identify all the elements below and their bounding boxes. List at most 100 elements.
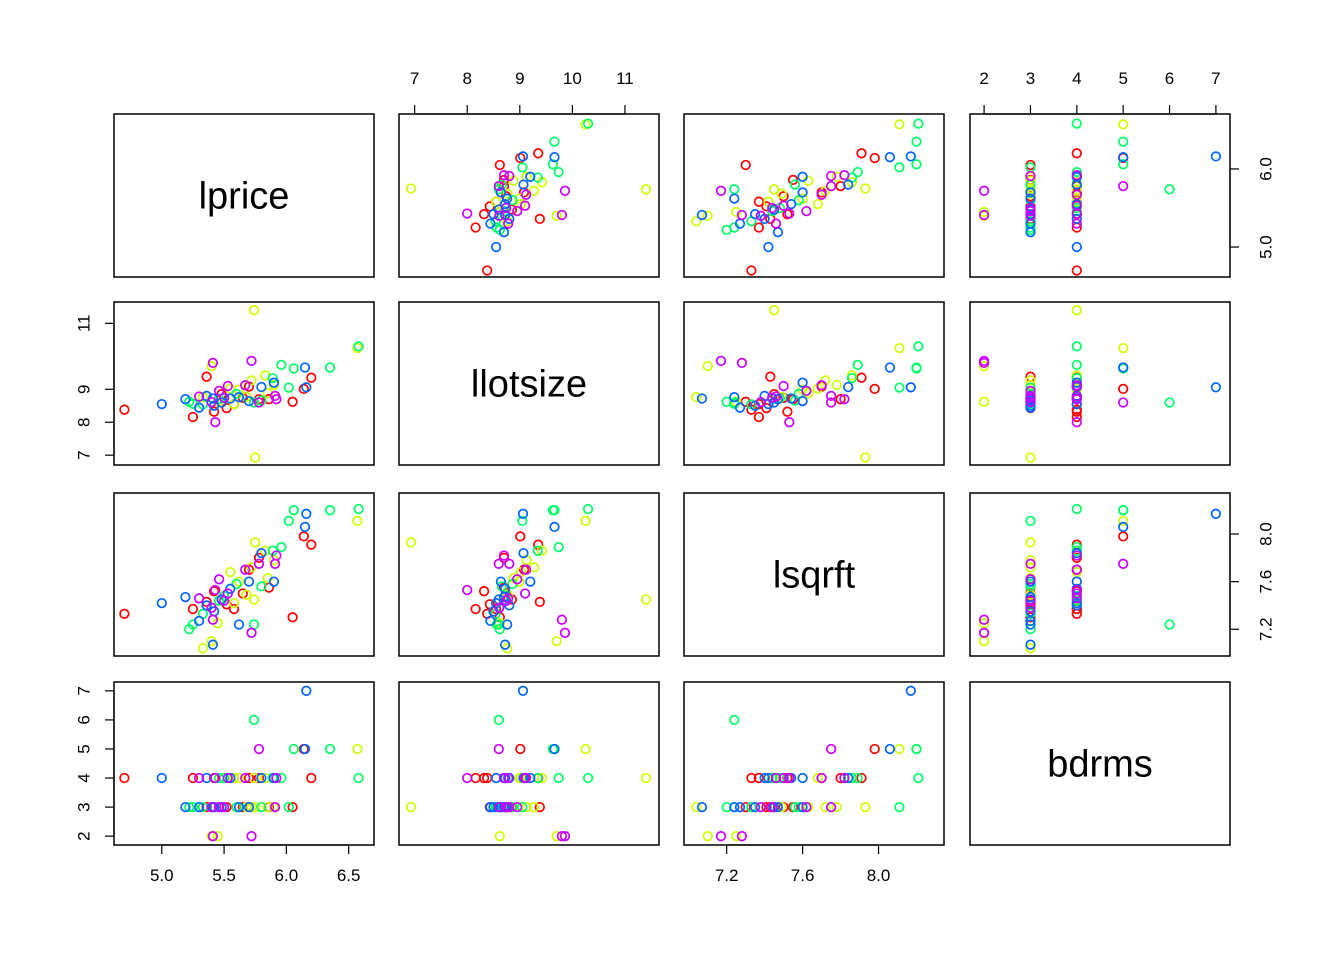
data-point-bdrms-vs-lsqrft xyxy=(778,772,789,784)
data-point-llotsize-vs-lprice xyxy=(201,371,212,382)
data-point-bdrms-vs-lprice xyxy=(288,743,299,755)
data-point-llotsize-vs-lprice xyxy=(256,381,267,393)
right-axis-lsqrft-tick-label-8-0: 8.0 xyxy=(1257,522,1276,546)
data-point-lsqrft-vs-bdrms xyxy=(1071,588,1082,599)
data-point-llotsize-vs-lsqrft xyxy=(913,341,924,352)
data-point-lsqrft-vs-llotsize xyxy=(478,586,490,597)
data-point-bdrms-vs-llotsize xyxy=(405,801,417,813)
left-axis-bdrms-tick-label-2: 2 xyxy=(75,831,94,840)
data-point-lsqrft-vs-lprice xyxy=(253,558,265,569)
data-point-lsqrft-vs-llotsize xyxy=(549,505,560,516)
data-point-lsqrft-vs-lprice xyxy=(180,591,191,603)
top-axis-bdrms-tick-label-2: 2 xyxy=(979,69,988,88)
data-point-llotsize-vs-lprice xyxy=(268,377,280,388)
data-point-bdrms-vs-lprice xyxy=(207,831,219,842)
data-point-bdrms-vs-lprice xyxy=(248,714,260,726)
data-point-llotsize-vs-lsqrft xyxy=(801,385,812,397)
right-axis-lprice-tick-label-5-0: 5.0 xyxy=(1257,235,1276,259)
data-point-bdrms-vs-lsqrft xyxy=(831,801,842,813)
data-point-lprice-vs-lsqrft xyxy=(753,196,765,207)
right-axis-lprice-tick-label-6-0: 6.0 xyxy=(1257,157,1276,181)
data-point-bdrms-vs-lprice xyxy=(283,801,294,813)
data-point-llotsize-vs-lsqrft xyxy=(755,396,766,408)
data-point-bdrms-vs-lsqrft xyxy=(784,772,795,784)
data-point-lsqrft-vs-llotsize xyxy=(515,531,526,542)
data-point-llotsize-vs-bdrms xyxy=(1071,359,1082,371)
data-point-lprice-vs-lsqrft xyxy=(755,210,766,221)
top-axis-bdrms-tick-label-3: 3 xyxy=(1026,69,1035,88)
data-point-lprice-vs-lsqrft xyxy=(843,179,854,190)
data-point-lsqrft-vs-lprice xyxy=(240,564,251,575)
panel-lprice-vs-bdrms xyxy=(969,113,1231,278)
data-point-lsqrft-vs-bdrms xyxy=(978,627,990,638)
data-point-llotsize-vs-bdrms xyxy=(978,355,990,367)
panel-llotsize-vs-bdrms xyxy=(969,301,1231,466)
data-point-llotsize-vs-lsqrft xyxy=(768,305,780,316)
data-point-bdrms-vs-llotsize xyxy=(582,772,594,784)
data-point-bdrms-vs-llotsize xyxy=(549,743,560,755)
data-point-lprice-vs-bdrms xyxy=(1071,166,1082,178)
data-point-lsqrft-vs-lprice xyxy=(156,597,167,609)
data-point-lsqrft-vs-llotsize xyxy=(534,596,545,608)
data-point-bdrms-vs-llotsize xyxy=(488,801,499,813)
data-point-bdrms-vs-llotsize xyxy=(534,801,545,813)
data-point-bdrms-vs-lsqrft xyxy=(843,772,854,784)
data-point-llotsize-vs-lprice xyxy=(243,395,255,407)
data-point-lprice-vs-lsqrft xyxy=(778,200,789,211)
data-point-llotsize-vs-bdrms xyxy=(1071,380,1082,391)
data-point-lprice-vs-llotsize xyxy=(498,170,510,181)
data-point-lprice-vs-lsqrft xyxy=(825,180,837,192)
data-point-bdrms-vs-lprice xyxy=(213,801,225,813)
data-point-llotsize-vs-lsqrft xyxy=(691,392,702,403)
data-point-bdrms-vs-lsqrft xyxy=(736,831,748,842)
top-axis-llotsize-tick-label-7: 7 xyxy=(410,69,419,88)
data-point-lprice-vs-llotsize xyxy=(498,227,510,238)
data-point-bdrms-vs-lprice xyxy=(301,685,312,696)
data-point-bdrms-vs-lprice xyxy=(228,772,240,784)
data-point-lsqrft-vs-lprice xyxy=(218,595,230,606)
data-point-lprice-vs-lsqrft xyxy=(839,170,850,181)
data-point-llotsize-vs-lsqrft xyxy=(839,394,850,405)
data-point-lprice-vs-llotsize xyxy=(534,213,545,225)
data-point-bdrms-vs-lsqrft xyxy=(911,743,922,755)
data-point-lprice-vs-llotsize xyxy=(520,189,532,200)
data-point-bdrms-vs-llotsize xyxy=(515,743,526,755)
data-point-llotsize-vs-lprice xyxy=(180,394,191,405)
data-point-lsqrft-vs-lprice xyxy=(210,584,221,596)
data-point-bdrms-vs-lprice xyxy=(353,772,364,784)
data-point-bdrms-vs-lsqrft xyxy=(767,772,778,784)
top-axis-bdrms-tick-label-7: 7 xyxy=(1211,69,1220,88)
data-point-lprice-vs-lsqrft xyxy=(729,193,740,204)
data-point-lprice-vs-bdrms xyxy=(1071,241,1082,253)
data-point-llotsize-vs-lsqrft xyxy=(884,362,896,373)
data-point-lprice-vs-llotsize xyxy=(533,148,544,159)
data-point-llotsize-vs-lprice xyxy=(240,380,251,391)
left-axis-bdrms-tick-label-3: 3 xyxy=(75,802,94,811)
data-point-llotsize-vs-bdrms xyxy=(1118,362,1129,373)
data-point-bdrms-vs-lsqrft xyxy=(801,801,812,813)
data-point-lprice-vs-lsqrft xyxy=(763,241,774,253)
data-point-llotsize-vs-lprice xyxy=(353,341,364,352)
data-point-bdrms-vs-lsqrft xyxy=(835,772,846,784)
data-point-lsqrft-vs-lprice xyxy=(193,615,205,627)
data-point-bdrms-vs-lsqrft xyxy=(905,685,916,696)
data-point-llotsize-vs-lsqrft xyxy=(869,383,880,395)
data-point-llotsize-vs-lsqrft xyxy=(894,382,905,393)
data-point-bdrms-vs-lprice xyxy=(256,801,267,813)
data-point-llotsize-vs-lsqrft xyxy=(860,452,871,463)
data-point-lprice-vs-lsqrft xyxy=(740,159,751,171)
data-point-llotsize-vs-lprice xyxy=(250,452,261,463)
left-axis-bdrms-tick-label-5: 5 xyxy=(75,744,94,753)
data-point-bdrms-vs-llotsize xyxy=(580,743,591,755)
data-point-bdrms-vs-lprice xyxy=(156,772,167,784)
data-point-bdrms-vs-lsqrft xyxy=(846,772,858,784)
data-point-bdrms-vs-lsqrft xyxy=(820,801,831,813)
data-point-lprice-vs-llotsize xyxy=(478,209,490,220)
data-point-bdrms-vs-llotsize xyxy=(494,831,505,842)
data-point-llotsize-vs-lsqrft xyxy=(782,406,793,417)
data-point-bdrms-vs-lprice xyxy=(256,772,267,784)
bottom-axis-lprice-tick-label-6-0: 6.0 xyxy=(275,866,299,885)
data-point-bdrms-vs-lsqrft xyxy=(913,772,924,784)
data-point-lprice-vs-bdrms xyxy=(1118,180,1129,192)
data-point-lprice-vs-llotsize xyxy=(547,159,559,170)
